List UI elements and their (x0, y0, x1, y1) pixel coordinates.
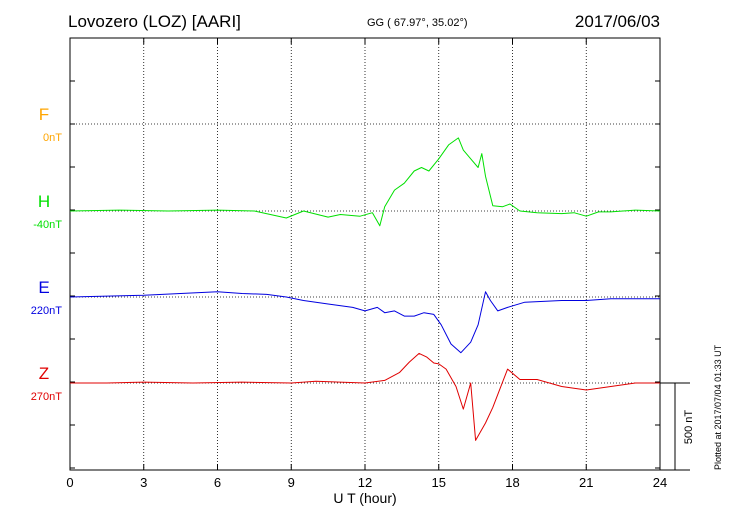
channel-name-z: Z (39, 364, 49, 383)
x-axis-label: U T (hour) (333, 490, 396, 506)
series-line-z (70, 352, 660, 441)
x-tick-label: 9 (288, 475, 295, 490)
x-tick-label: 6 (214, 475, 221, 490)
x-tick-label: 24 (653, 475, 667, 490)
channel-name-h: H (38, 192, 50, 211)
series-layer (69, 137, 661, 441)
grid-layer (70, 38, 660, 470)
channel-name-f: F (39, 105, 49, 124)
channel-baseline-f: 0nT (43, 132, 62, 144)
x-tick-label: 3 (140, 475, 147, 490)
plot-date: 2017/06/03 (574, 12, 660, 31)
x-tick-label: 18 (505, 475, 519, 490)
channel-baseline-e: 220nT (31, 305, 62, 317)
channel-name-e: E (38, 278, 49, 297)
x-tick-label: 12 (358, 475, 372, 490)
geographic-coordinates: GG ( 67.97°, 35.02°) (367, 17, 468, 29)
series-line-e (69, 291, 660, 354)
series-line-h (69, 137, 661, 227)
scale-bar: 500 nT (660, 382, 695, 471)
x-tick-label: 15 (432, 475, 446, 490)
station-title: Lovozero (LOZ) [AARI] (68, 12, 241, 31)
channel-baseline-h: -40nT (33, 219, 62, 231)
channel-labels: F 0nT H -40nT E 220nT Z 270nT (31, 105, 62, 403)
scale-bar-label: 500 nT (683, 410, 695, 445)
axis-ticks: 0 3 6 9 12 15 18 21 24 (66, 38, 667, 490)
x-tick-label: 21 (579, 475, 593, 490)
channel-baseline-z: 270nT (31, 391, 62, 403)
x-tick-label: 0 (66, 475, 73, 490)
